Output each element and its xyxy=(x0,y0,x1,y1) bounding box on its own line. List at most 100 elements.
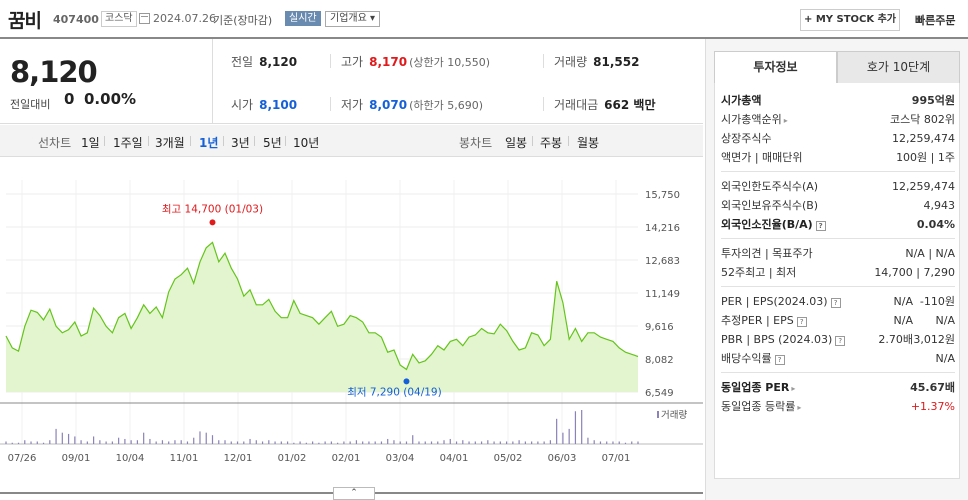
volume-bar xyxy=(305,442,307,444)
info-row: 외국인보유주식수(B) 4,943 xyxy=(721,198,955,214)
cell-divider xyxy=(330,54,331,68)
info-value: 995억원 xyxy=(911,94,955,107)
volume-bar xyxy=(255,440,257,444)
info-group-divider xyxy=(721,238,955,239)
add-mystock-button[interactable]: + MY STOCK 추가 xyxy=(800,9,900,31)
volume-bar xyxy=(67,433,70,444)
volume-bar xyxy=(349,441,351,444)
volume-bar xyxy=(387,438,389,444)
tab-3m[interactable]: 3개월 xyxy=(155,136,185,150)
tab-order-book[interactable]: 호가 10단계 xyxy=(837,51,960,84)
tab-daily[interactable]: 일봉 xyxy=(505,136,528,150)
volume-bar xyxy=(17,442,20,444)
volume-bar xyxy=(11,442,13,444)
tab-weekly[interactable]: 주봉 xyxy=(540,136,563,150)
open-label: 시가 xyxy=(231,98,254,112)
tab-1d[interactable]: 1일 xyxy=(81,136,100,150)
info-group-divider xyxy=(721,171,955,172)
info-value: 100원 | 1주 xyxy=(896,151,955,164)
company-info-button[interactable]: 기업개요 ▾ xyxy=(325,11,380,27)
volume-label: 거래량 xyxy=(554,55,588,69)
y-tick-label: 12,683 xyxy=(645,256,680,267)
info-group-divider xyxy=(721,372,955,373)
info-label[interactable]: 시가총액순위 ▸ xyxy=(721,113,788,126)
tab-1w[interactable]: 1주일 xyxy=(113,136,143,150)
realtime-button[interactable]: 실시간 xyxy=(285,11,321,26)
tab-1y[interactable]: 1년 xyxy=(199,136,219,150)
x-tick-label: 09/01 xyxy=(62,453,91,464)
volume-bar xyxy=(612,441,614,444)
volume-bar xyxy=(299,441,301,444)
low-value: 8,070 xyxy=(369,98,408,112)
volume-bar xyxy=(631,441,633,444)
info-value: 코스닥 802위 xyxy=(890,113,955,126)
prev-close-label: 전일 xyxy=(231,55,254,69)
open-cell: 시가 8,100 xyxy=(231,96,297,113)
volume-bar xyxy=(155,441,157,444)
volume-bar xyxy=(330,441,332,444)
volume-bar xyxy=(261,441,264,444)
volume-bar xyxy=(193,437,195,444)
tab-3y[interactable]: 3년 xyxy=(231,136,250,150)
y-tick-label: 15,750 xyxy=(645,190,680,201)
help-icon[interactable]: ? xyxy=(815,221,826,231)
volume-bar xyxy=(36,441,38,444)
info-label: PBR | BPS (2024.03)? xyxy=(721,332,846,348)
change-percent: 0.00% xyxy=(84,90,137,108)
price-chart[interactable]: 15,750 14,216 12,683 11,149 9,616 8,082 6,549 0… xyxy=(0,160,703,500)
volume-bar xyxy=(574,411,577,444)
quick-order-button[interactable]: 빠른주문 xyxy=(915,14,956,27)
volume-bar xyxy=(455,441,458,444)
prev-close-value: 8,120 xyxy=(259,55,298,69)
help-icon[interactable]: ? xyxy=(830,298,841,308)
volume-bar xyxy=(393,440,395,444)
cell-divider xyxy=(543,97,544,111)
volume-bar xyxy=(537,441,539,444)
volume-legend-swatch xyxy=(657,411,659,418)
volume-bar xyxy=(437,441,439,444)
info-label[interactable]: 동일업종 PER ▸ xyxy=(721,381,796,394)
tab-10y[interactable]: 10년 xyxy=(293,136,320,150)
info-value: 12,259,474 xyxy=(892,180,955,193)
collapse-chart-button[interactable]: ⌃ xyxy=(333,487,375,500)
volume-value: 81,552 xyxy=(593,55,640,69)
volume-bar xyxy=(86,441,88,444)
volume-bar xyxy=(161,440,164,444)
volume-bar xyxy=(324,441,326,444)
info-value: -110원 xyxy=(919,295,955,308)
volume-bar xyxy=(143,432,145,444)
volume-bar xyxy=(268,440,270,444)
tab-monthly[interactable]: 월봉 xyxy=(577,136,600,150)
info-value: 14,700 | 7,290 xyxy=(874,266,955,279)
tab-investment-info[interactable]: 투자정보 xyxy=(714,51,837,84)
info-row: 액면가 | 매매단위 100원 | 1주 xyxy=(721,150,955,166)
x-tick-label: 04/01 xyxy=(440,453,469,464)
volume-bar xyxy=(312,441,314,444)
volume-bar xyxy=(449,438,451,444)
header-divider xyxy=(0,37,968,39)
help-icon[interactable]: ? xyxy=(835,336,846,346)
stock-code: 407400 xyxy=(53,13,99,26)
price-line xyxy=(5,241,639,371)
period-tabs: 선차트 1일 1주일 3개월 1년 3년 5년 10년 봉차트 일봉 주봉 월봉 xyxy=(0,125,703,157)
candle-chart-label: 봉차트 xyxy=(459,136,493,150)
volume-bar xyxy=(230,441,232,444)
volume-bar xyxy=(374,441,376,444)
info-row: 시가총액 995억원 xyxy=(721,93,955,109)
tab-5y[interactable]: 5년 xyxy=(263,136,282,150)
volume-bar xyxy=(512,441,514,444)
price-summary: 8,120 전일대비 0 0.00% 전일 8,120 고가 8,170 (상한가 1… xyxy=(0,39,703,124)
volume-bar xyxy=(99,440,101,444)
volume-bar xyxy=(211,435,214,444)
info-value: N/A xyxy=(935,314,955,327)
volume-bar xyxy=(593,440,595,444)
volume-bar xyxy=(462,440,464,444)
volume-bar xyxy=(280,441,282,444)
volume-bar xyxy=(24,440,26,444)
help-icon[interactable]: ? xyxy=(796,317,807,327)
volume-bar xyxy=(531,441,533,444)
info-label: 상장주식수 xyxy=(721,132,772,145)
help-icon[interactable]: ? xyxy=(774,355,785,365)
x-tick-label: 07/26 xyxy=(8,453,37,464)
info-label[interactable]: 동일업종 등락률 ▸ xyxy=(721,400,802,413)
